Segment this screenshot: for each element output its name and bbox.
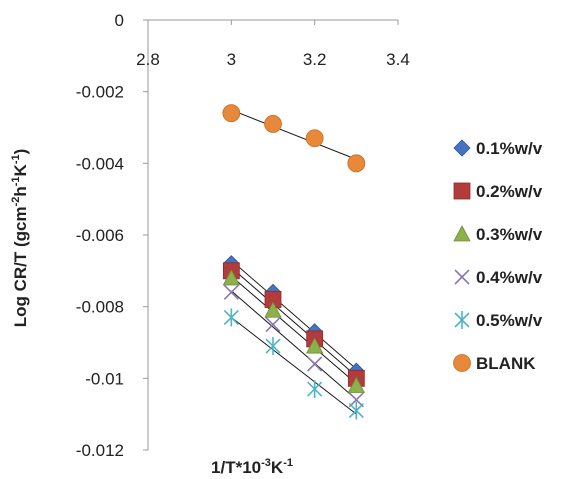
trendlines bbox=[231, 109, 357, 415]
legend-item: 0.2%w/v bbox=[453, 182, 543, 201]
trendline bbox=[231, 275, 357, 385]
y-tick-label: -0.012 bbox=[76, 441, 124, 460]
legend-marker bbox=[454, 269, 470, 285]
x-tick-label: 2.8 bbox=[136, 50, 160, 69]
legend-item: 0.4%w/v bbox=[454, 268, 543, 287]
data-point bbox=[222, 104, 241, 123]
data-point bbox=[265, 337, 281, 356]
x-axis-ticks: 2.8 3 3.2 3.4 bbox=[136, 20, 410, 69]
legend: 0.1%w/v 0.2%w/v 0.3%w/v 0.4%w/v 0.5%w/v BLANK bbox=[453, 139, 543, 373]
y-axis-ticks: 0 -0.002 -0.004 -0.006 -0.008 -0.01 -0.012 bbox=[76, 11, 148, 460]
legend-marker bbox=[453, 225, 471, 242]
data-point bbox=[223, 308, 239, 327]
trendline bbox=[231, 109, 357, 160]
y-tick-label: -0.006 bbox=[76, 226, 124, 245]
legend-label: 0.2%w/v bbox=[476, 182, 543, 201]
legend-item: 0.1%w/v bbox=[453, 139, 543, 158]
legend-marker bbox=[453, 182, 471, 200]
data-point bbox=[307, 380, 323, 399]
legend-marker bbox=[453, 354, 471, 372]
trendline bbox=[231, 290, 357, 400]
y-tick-label: 0 bbox=[115, 11, 124, 30]
data-point bbox=[264, 115, 282, 133]
data-point bbox=[347, 154, 366, 173]
legend-item: 0.5%w/v bbox=[454, 311, 543, 330]
data-point bbox=[223, 284, 239, 300]
y-axis-title: Log CR/T (gcm-2h-1K-1) bbox=[10, 149, 30, 328]
legend-item: 0.3%w/v bbox=[453, 225, 543, 244]
y-tick-label: -0.008 bbox=[76, 298, 124, 317]
data-point bbox=[305, 129, 324, 148]
trendline bbox=[231, 267, 357, 377]
x-tick-label: 3 bbox=[227, 50, 236, 69]
y-tick-label: -0.004 bbox=[76, 154, 124, 173]
legend-label: 0.4%w/v bbox=[476, 268, 543, 287]
data-point bbox=[265, 317, 281, 333]
data-point bbox=[348, 392, 364, 408]
data-point bbox=[305, 337, 324, 354]
data-points bbox=[222, 104, 366, 420]
legend-item: BLANK bbox=[453, 354, 536, 373]
trendline bbox=[231, 260, 357, 370]
legend-label: 0.1%w/v bbox=[476, 139, 543, 158]
y-tick-label: -0.002 bbox=[76, 83, 124, 102]
data-point bbox=[347, 376, 366, 393]
legend-label: 0.5%w/v bbox=[476, 311, 543, 330]
x-tick-label: 3.2 bbox=[303, 50, 327, 69]
legend-label: 0.3%w/v bbox=[476, 225, 543, 244]
data-point bbox=[222, 269, 240, 286]
data-point bbox=[307, 356, 323, 372]
trendline bbox=[231, 317, 357, 415]
data-point bbox=[348, 401, 364, 420]
y-tick-label: -0.01 bbox=[85, 369, 124, 388]
legend-marker bbox=[454, 311, 470, 329]
legend-marker bbox=[453, 139, 471, 157]
data-point bbox=[264, 301, 282, 318]
x-axis-title: 1/T*10-3K-1 bbox=[211, 457, 293, 477]
x-tick-label: 3.4 bbox=[386, 50, 410, 69]
legend-label: BLANK bbox=[476, 354, 536, 373]
